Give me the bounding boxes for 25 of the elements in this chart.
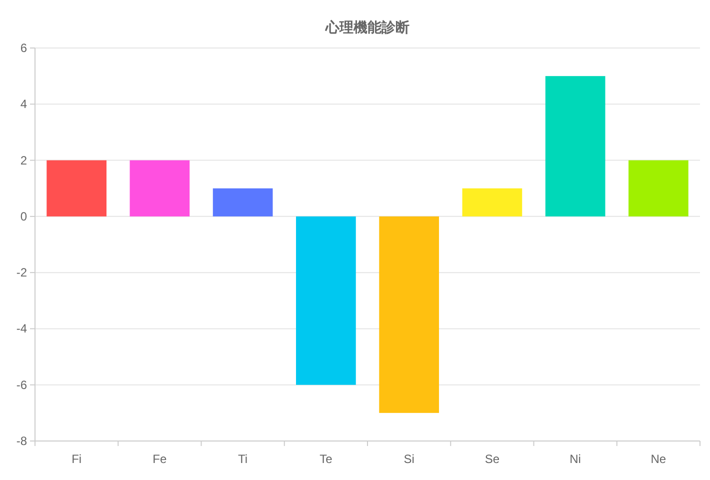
y-tick-label: -2 [16,266,28,280]
y-tick-label: -4 [16,322,28,336]
chart-title: 心理機能診断 [324,19,410,35]
bar [130,160,190,216]
y-tick-label: 4 [20,97,28,112]
x-tick-label: Fe [152,452,168,466]
y-tick-label: -8 [16,434,28,448]
x-tick-label: Fi [72,452,82,466]
bar [46,160,106,216]
bar [296,216,356,385]
bar [462,188,522,216]
x-tick-label: Ti [238,452,248,466]
y-tick-label: 6 [20,41,28,55]
bar [628,160,688,216]
y-tick-label: 0 [20,209,28,224]
bar [545,76,606,216]
x-tick-label: Si [404,452,414,466]
bar [212,188,273,216]
x-tick-label: Ne [650,452,666,466]
x-tick-label: Ni [570,452,581,466]
y-tick-label: -6 [16,378,28,392]
x-tick-label: Te [320,452,333,466]
bar [379,216,439,413]
y-tick-label: 2 [20,153,28,168]
x-tick-label: Se [484,452,500,466]
